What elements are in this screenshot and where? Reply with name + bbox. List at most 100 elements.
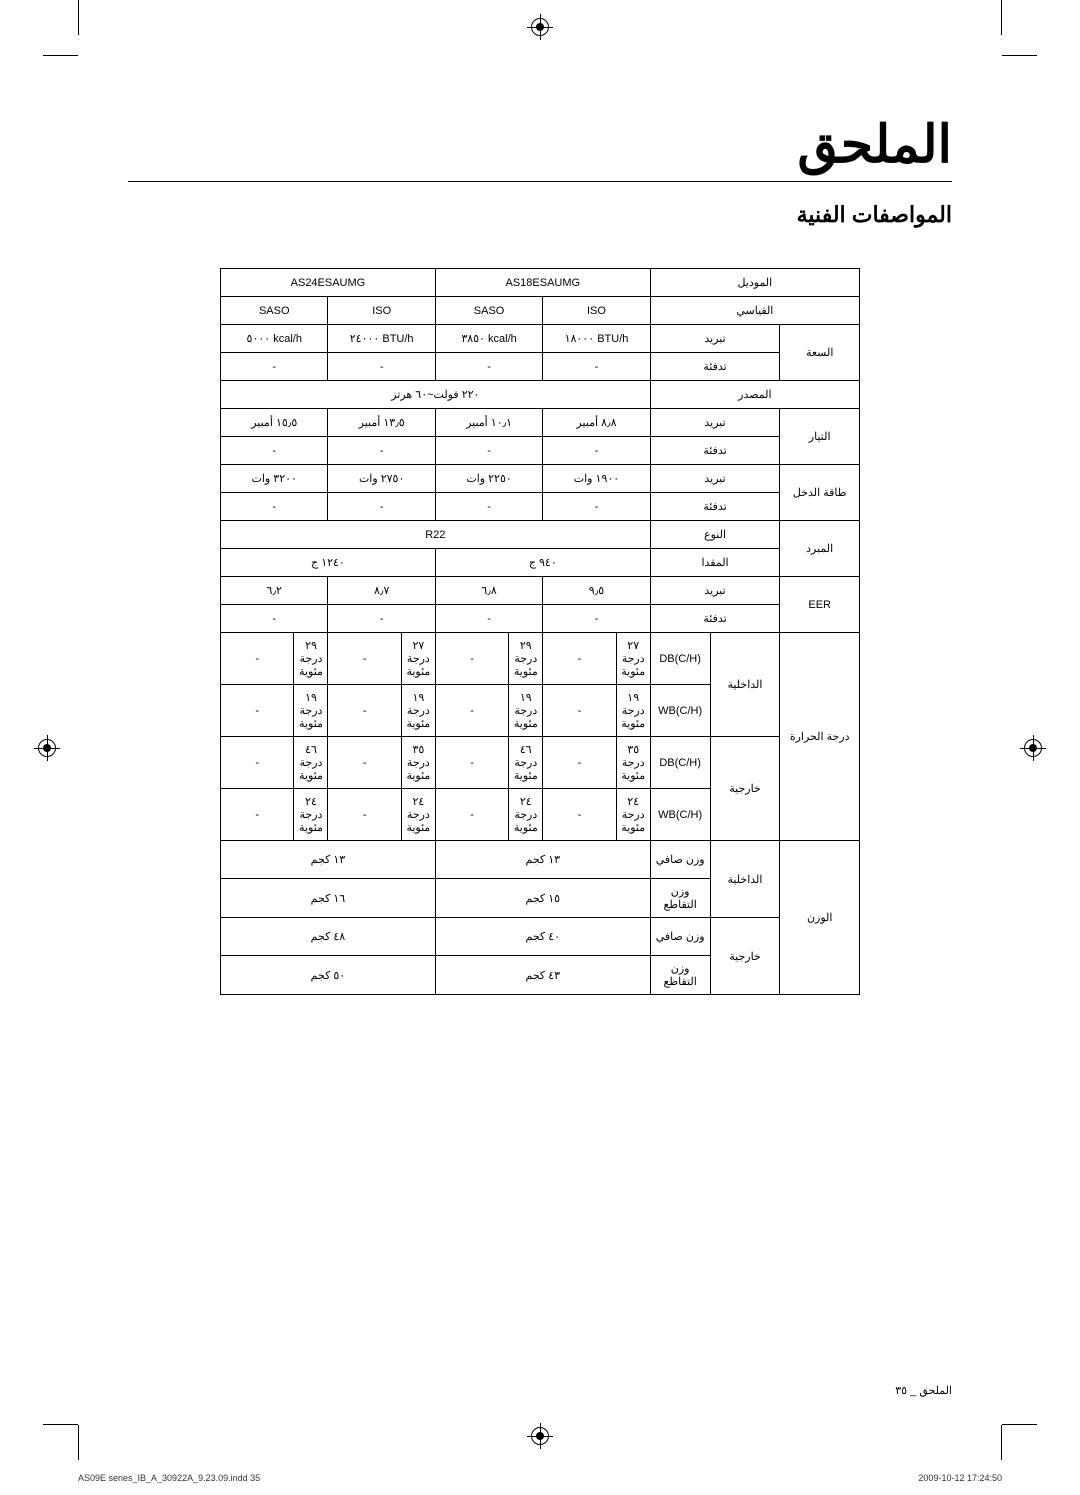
cell: ١٥ كجم	[435, 879, 650, 918]
cell: ٤٣ كجم	[435, 956, 650, 995]
label-wbch: WB(C/H)	[650, 789, 710, 841]
label-eer: EER	[780, 577, 860, 633]
label-indoor: الداخلية	[710, 841, 780, 918]
label-indoor: الداخلية	[710, 633, 780, 737]
cell: -	[435, 737, 508, 789]
cell: ١٦ كجم	[221, 879, 436, 918]
cell: -	[435, 437, 542, 465]
header-model: الموديل	[650, 269, 859, 297]
cell: -	[328, 685, 401, 737]
page-content: الملحق المواصفات الفنية الموديل AS18ESAU…	[78, 55, 1002, 1425]
label-charge: المقدا	[650, 549, 780, 577]
cell: ٢٤ درجة مئوية	[509, 789, 543, 841]
cell: -	[543, 789, 616, 841]
cell: -	[543, 633, 616, 685]
cell: -	[435, 353, 542, 381]
cell: -	[328, 605, 435, 633]
label-refrigerant: المبرد	[780, 521, 860, 577]
cell: -	[543, 437, 650, 465]
cell: ٢٢٥٠ وات	[435, 465, 542, 493]
cell: -	[435, 605, 542, 633]
cell: ٢٤ درجة مئوية	[294, 789, 328, 841]
cell: ٤٨ كجم	[221, 918, 436, 956]
cell-type: R22	[221, 521, 651, 549]
label-capacity: السعة	[780, 325, 860, 381]
cell: -	[221, 493, 328, 521]
cell: -	[221, 633, 294, 685]
cell: kcal/h ٥٠٠٠	[221, 325, 328, 353]
cell: ٢٤ درجة مئوية	[401, 789, 435, 841]
footer-file: AS09E series_IB_A_30922A_9.23.09.indd 35	[78, 1473, 260, 1483]
cell: BTU/h ١٨٠٠٠	[543, 325, 650, 353]
cell: -	[221, 685, 294, 737]
header-saso: SASO	[435, 297, 542, 325]
cell: -	[221, 353, 328, 381]
cell: -	[221, 789, 294, 841]
cell: ١٠٫١ أمبير	[435, 409, 542, 437]
label-type: النوع	[650, 521, 780, 549]
cell: ٣٢٠٠ وات	[221, 465, 328, 493]
cell: ٢٧ درجة مئوية	[616, 633, 650, 685]
cell: -	[328, 493, 435, 521]
cell: ٤٠ كجم	[435, 918, 650, 956]
specifications-table: الموديل AS18ESAUMG AS24ESAUMG القياسي IS…	[220, 268, 860, 995]
crop-mark	[78, 0, 79, 35]
cell: ١٥٫٥ أمبير	[221, 409, 328, 437]
registration-mark	[531, 1427, 549, 1445]
cell: ٢٩ درجة مئوية	[294, 633, 328, 685]
crop-mark	[1001, 1425, 1002, 1460]
cell: ٦٫٢	[221, 577, 328, 605]
cell: ٤٦ درجة مئوية	[509, 737, 543, 789]
crop-mark	[78, 1425, 79, 1460]
label-heating: تدفئة	[650, 437, 780, 465]
cell: -	[435, 493, 542, 521]
cell: -	[328, 353, 435, 381]
registration-mark	[32, 739, 62, 757]
cell: ٢٧ درجة مئوية	[401, 633, 435, 685]
cell: ١٣٫٥ أمبير	[328, 409, 435, 437]
cell: ٤٦ درجة مئوية	[294, 737, 328, 789]
page-number: الملحق _ ٣٥	[895, 1384, 952, 1397]
label-ship-weight: وزن التقاطع	[650, 956, 710, 995]
cell: ١٩ درجة مئوية	[294, 685, 328, 737]
label-cooling: تبريد	[650, 325, 780, 353]
cell: ٨٫٨ أمبير	[543, 409, 650, 437]
label-weight: الوزن	[780, 841, 860, 995]
cell: ١٩ درجة مئوية	[616, 685, 650, 737]
cell: -	[543, 493, 650, 521]
cell: ٣٥ درجة مئوية	[616, 737, 650, 789]
label-cooling: تبريد	[650, 577, 780, 605]
header-iso: ISO	[543, 297, 650, 325]
cell: ٩٤٠ ج	[435, 549, 650, 577]
cell: ٣٥ درجة مئوية	[401, 737, 435, 789]
cell: -	[328, 789, 401, 841]
cell: ٥٠ كجم	[221, 956, 436, 995]
label-cooling: تبريد	[650, 409, 780, 437]
cell: -	[328, 737, 401, 789]
cell: -	[543, 685, 616, 737]
header-standard: القياسي	[650, 297, 859, 325]
header-model-a: AS18ESAUMG	[435, 269, 650, 297]
label-cooling: تبريد	[650, 465, 780, 493]
label-heating: تدفئة	[650, 493, 780, 521]
page-title: الملحق	[128, 115, 952, 182]
cell: kcal/h ٣٨٥٠	[435, 325, 542, 353]
cell: -	[328, 437, 435, 465]
registration-mark	[531, 18, 549, 36]
cell: ٢٩ درجة مئوية	[509, 633, 543, 685]
header-iso: ISO	[328, 297, 435, 325]
label-dbch: DB(C/H)	[650, 633, 710, 685]
cell: -	[543, 353, 650, 381]
header-model-b: AS24ESAUMG	[221, 269, 436, 297]
label-outdoor: خارجية	[710, 918, 780, 995]
footer-metadata: AS09E series_IB_A_30922A_9.23.09.indd 35…	[78, 1473, 1002, 1483]
cell: -	[221, 437, 328, 465]
cell: -	[543, 737, 616, 789]
label-outdoor: خارجية	[710, 737, 780, 841]
cell: -	[435, 685, 508, 737]
label-heating: تدفئة	[650, 605, 780, 633]
cell: BTU/h ٢٤٠٠٠	[328, 325, 435, 353]
registration-mark	[1018, 739, 1048, 757]
footer-timestamp: 2009-10-12 17:24:50	[918, 1473, 1002, 1483]
label-heating: تدفئة	[650, 353, 780, 381]
